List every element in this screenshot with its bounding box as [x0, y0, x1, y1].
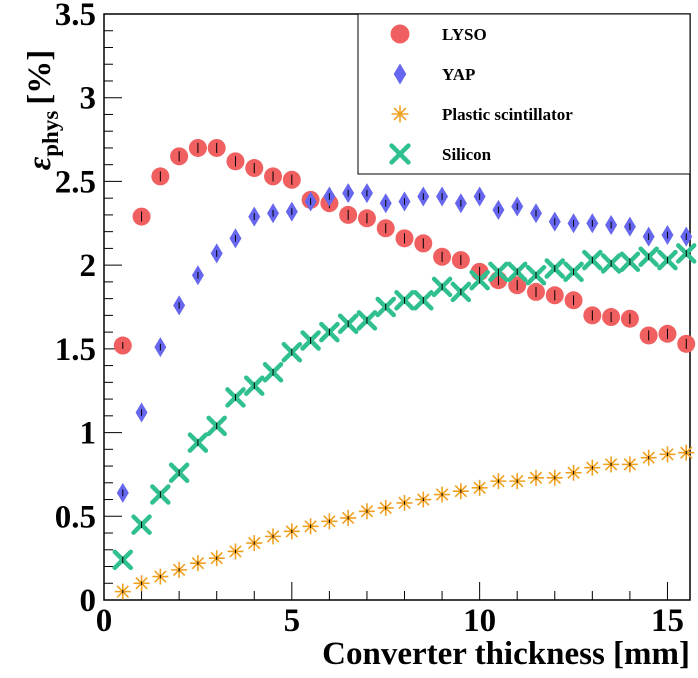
asterisk-stroke [393, 107, 407, 121]
x-tick-label: 5 [284, 603, 301, 639]
series-silicon [112, 243, 697, 571]
series-plastic-scintillator [114, 444, 695, 600]
legend-label-yap: YAP [442, 65, 475, 84]
x-tick-label: 15 [651, 603, 684, 639]
legend-marker-plastic-scintillator [391, 105, 409, 123]
x-tick-label: 0 [96, 603, 113, 639]
y-axis-unit: [%] [22, 50, 58, 105]
y-tick-label: 2.5 [55, 164, 96, 200]
legend: LYSO YAP Plastic scintillator Silicon [357, 13, 691, 175]
series-yap [116, 183, 693, 503]
legend-marker-silicon [389, 143, 411, 165]
y-tick-label: 0 [80, 583, 97, 619]
legend-marker-yap [393, 63, 407, 85]
y-tick-label: 1 [80, 416, 97, 452]
legend-label-lyso: LYSO [442, 25, 487, 44]
legend-marker-lyso [390, 24, 410, 44]
y-tick-label: 3.5 [55, 0, 96, 33]
axis-ticks: 0 5 10 15 0 0.5 1 1.5 2 2.5 3 3.5 [55, 0, 684, 639]
series-lyso [113, 138, 696, 355]
x-tick-label: 10 [463, 603, 496, 639]
y-axis-title: εphys [%] [22, 50, 63, 171]
y-tick-label: 3 [80, 81, 97, 117]
data-points [112, 138, 697, 600]
legend-label-plastic-scintillator: Plastic scintillator [442, 105, 573, 124]
y-tick-label: 1.5 [55, 332, 96, 368]
y-tick-label: 2 [80, 248, 97, 284]
legend-label-silicon: Silicon [442, 145, 492, 164]
y-axis-subscript: phys [38, 111, 63, 157]
y-axis-symbol: ε [22, 156, 58, 170]
svg-text:εphys[%]: εphys [%] [22, 50, 63, 171]
y-tick-label: 0.5 [55, 499, 96, 535]
cross-stroke [389, 143, 411, 165]
x-axis-title: Converter thickness [mm] [322, 636, 690, 672]
legend-box [357, 13, 691, 175]
